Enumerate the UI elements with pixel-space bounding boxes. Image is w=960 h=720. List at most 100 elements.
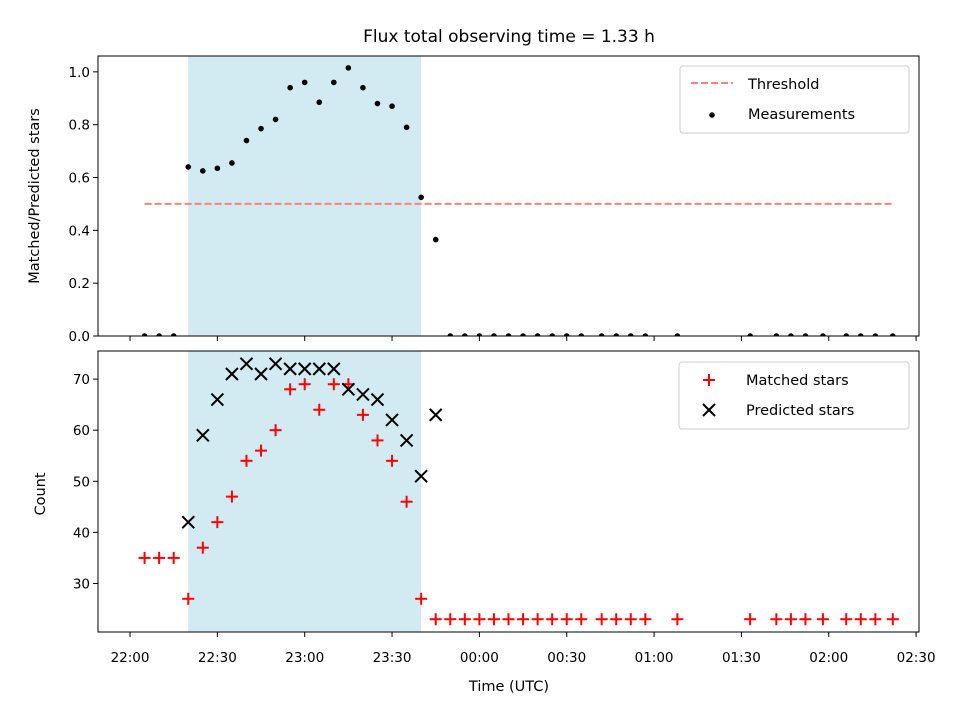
measurement-point — [272, 116, 279, 123]
matched-stars-point — [386, 454, 399, 467]
measurement-point — [549, 333, 555, 336]
y-tick-label: 0.8 — [69, 118, 90, 134]
bottom-legend: Matched stars Predicted stars — [678, 361, 910, 430]
y-tick-label: 40 — [73, 525, 90, 541]
legend-threshold-label: Threshold — [747, 77, 819, 93]
matched-stars-point — [400, 495, 413, 508]
measurement-point — [374, 100, 381, 107]
predicted-stars-point — [283, 362, 297, 376]
measurement-point — [476, 333, 483, 336]
top-plot-area: 0.0 0.2 0.4 0.6 0.8 1.0 — [69, 55, 920, 345]
matched-stars-point — [854, 613, 867, 626]
y-tick-label: 70 — [73, 372, 90, 388]
matched-stars-point — [546, 613, 559, 626]
predicted-stars-point — [341, 382, 356, 397]
measurement-point — [820, 333, 826, 336]
matched-stars-point — [255, 444, 268, 457]
measurement-point — [857, 333, 864, 336]
matched-stars-point — [211, 516, 224, 529]
data-marks — [141, 65, 896, 336]
predicted-stars-point — [181, 515, 195, 529]
measurement-point — [578, 333, 585, 336]
measurement-point — [462, 333, 468, 336]
measurement-point — [627, 333, 634, 336]
x-tick-label: 22:30 — [198, 650, 237, 666]
predicted-stars-point — [225, 367, 239, 381]
measurement-point — [889, 333, 896, 336]
y-tick-label: 1.0 — [69, 65, 90, 81]
matched-stars-point — [840, 613, 853, 626]
matched-stars-point — [138, 551, 151, 564]
y-tick-label: 0.6 — [69, 171, 90, 187]
matched-stars-point — [415, 592, 428, 605]
legend-matched-label: Matched stars — [746, 373, 849, 389]
matched-stars-point — [639, 613, 652, 626]
matched-stars-point — [671, 613, 684, 626]
matched-stars-point — [371, 434, 384, 447]
bottom-panel: 30 40 50 60 70 Count Matched stars Predicted… — [33, 350, 920, 637]
measurement-point — [642, 333, 649, 336]
matched-stars-point — [487, 613, 500, 626]
top-y-axis-label: Matched/Predicted stars — [27, 108, 43, 284]
predicted-stars-point — [210, 392, 225, 407]
matched-stars-point — [327, 378, 340, 391]
bottom-legend-box — [678, 361, 910, 430]
data-marks — [138, 357, 899, 626]
matched-stars-point — [624, 613, 637, 626]
x-tick-label: 22:00 — [111, 650, 150, 666]
measurement-point — [802, 333, 809, 336]
measurement-point — [598, 333, 605, 336]
x-tick-label: 02:30 — [897, 650, 936, 666]
plot-frame — [97, 350, 920, 633]
measurement-point — [872, 333, 879, 336]
measurement-point — [316, 99, 323, 106]
y-tick-label: 0.0 — [69, 329, 90, 345]
measurement-point — [491, 333, 497, 336]
matched-stars-point — [429, 613, 442, 626]
predicted-stars-point — [196, 428, 210, 443]
matched-stars-point — [196, 541, 209, 554]
predicted-stars-point — [312, 362, 326, 376]
measurement-point — [287, 84, 293, 91]
matched-stars-point — [182, 592, 195, 605]
chart-title: Flux total observing time = 1.33 h — [363, 27, 655, 47]
matched-stars-point — [473, 613, 486, 626]
measurement-point — [447, 333, 454, 336]
bottom-y-axis-label: Count — [33, 472, 49, 515]
x-tick-label: 23:00 — [285, 650, 324, 666]
measurement-point — [788, 333, 794, 336]
matched-stars-point — [799, 613, 812, 626]
measurement-point — [403, 124, 410, 131]
measurement-point — [243, 137, 250, 144]
x-axis-ticks: 22:00 22:30 23:00 23:30 00:00 00:30 01:00 01:30… — [111, 650, 936, 666]
measurement-point — [432, 236, 439, 243]
measurement-point — [170, 333, 177, 336]
observing-window-span — [188, 351, 422, 632]
y-tick-label: 50 — [73, 474, 90, 490]
predicted-stars-point — [268, 357, 283, 371]
matched-stars-point — [784, 613, 797, 626]
measurement-point — [345, 65, 352, 71]
predicted-stars-point — [254, 367, 268, 381]
x-tick-label: 02:00 — [809, 650, 848, 666]
predicted-stars-point — [297, 362, 312, 376]
x-tick-label: 00:00 — [460, 650, 499, 666]
measurement-point — [141, 333, 148, 336]
predicted-stars-point — [370, 392, 385, 407]
measurement-point — [360, 84, 366, 91]
matched-stars-point — [610, 613, 623, 626]
matched-stars-point — [886, 613, 899, 626]
y-tick-label: 60 — [73, 423, 90, 439]
measurement-point — [505, 333, 512, 336]
matched-stars-point — [284, 383, 297, 396]
matched-stars-point — [575, 613, 588, 626]
measurement-point — [773, 333, 780, 336]
top-legend: Threshold Measurements — [679, 65, 910, 134]
matched-stars-point — [313, 403, 326, 416]
x-axis-label: Time (UTC) — [468, 679, 549, 695]
legend-matched-swatch — [703, 374, 715, 386]
measurement-point — [185, 164, 192, 170]
measurement-point — [258, 125, 264, 132]
predicted-stars-point — [327, 362, 341, 376]
